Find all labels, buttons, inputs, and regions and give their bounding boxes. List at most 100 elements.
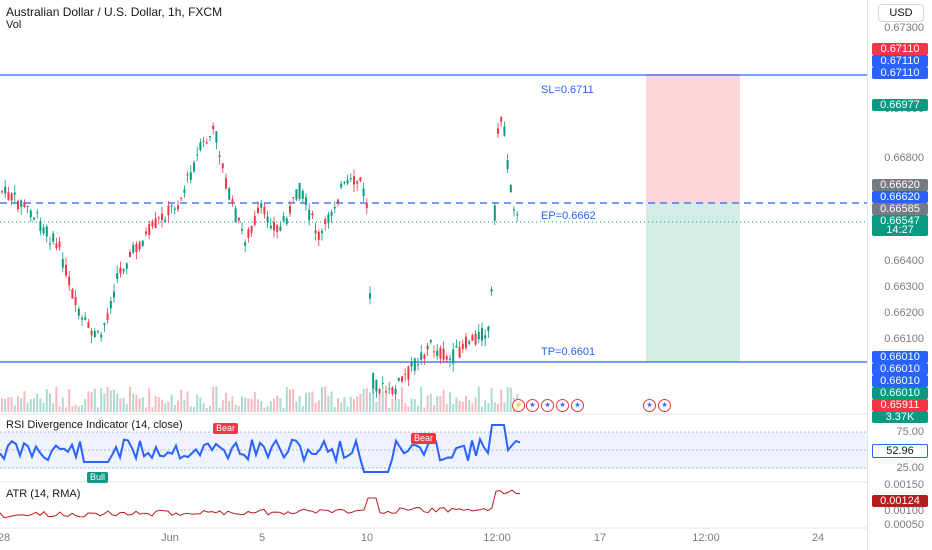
volume-bar bbox=[39, 398, 42, 412]
candle-body bbox=[340, 183, 343, 188]
candle-body bbox=[199, 142, 202, 151]
volume-bar bbox=[71, 406, 74, 412]
volume-bar bbox=[273, 398, 275, 412]
candle-body bbox=[487, 326, 490, 332]
volume-bar bbox=[439, 396, 442, 412]
volume-label[interactable]: Vol bbox=[6, 19, 22, 31]
candle-body bbox=[36, 212, 39, 214]
volume-bar bbox=[52, 403, 55, 412]
candle-body bbox=[145, 231, 147, 234]
candle-body bbox=[445, 356, 448, 360]
candle-body bbox=[381, 382, 384, 384]
us-flag-icon[interactable]: ★ bbox=[556, 399, 569, 412]
candle-body bbox=[455, 345, 458, 348]
volume-bar bbox=[343, 397, 346, 412]
candle-body bbox=[177, 205, 179, 210]
rsi-title[interactable]: RSI Divergence Indicator (14, close) bbox=[6, 419, 183, 431]
candle-body bbox=[1, 191, 3, 193]
candle-body bbox=[276, 225, 279, 232]
au-flag-icon[interactable]: ★ bbox=[541, 399, 554, 412]
candle-body bbox=[417, 364, 419, 366]
atr-line[interactable] bbox=[0, 489, 521, 519]
candle-body bbox=[250, 226, 253, 233]
candlesticks[interactable] bbox=[1, 116, 519, 401]
volume-bar bbox=[141, 397, 144, 412]
candle-body bbox=[122, 268, 125, 272]
candle-body bbox=[426, 345, 429, 350]
volume-bar bbox=[346, 406, 349, 412]
volume-bar bbox=[340, 402, 343, 412]
volume-bar bbox=[477, 386, 480, 412]
volume-bar bbox=[20, 398, 23, 412]
volume-bar bbox=[125, 404, 128, 412]
volume-bar bbox=[263, 407, 266, 412]
candle-body bbox=[10, 193, 13, 201]
us-flag-icon[interactable]: ★ bbox=[526, 399, 539, 412]
candle-body bbox=[247, 229, 250, 238]
volume-bar bbox=[285, 387, 288, 412]
take-profit-zone[interactable] bbox=[646, 203, 740, 362]
volume-bar bbox=[349, 396, 352, 412]
volume-bar bbox=[177, 400, 179, 412]
candle-body bbox=[477, 331, 480, 340]
us-flag-icon[interactable]: ★ bbox=[658, 399, 671, 412]
candle-body bbox=[337, 199, 339, 203]
candle-body bbox=[413, 358, 416, 371]
candle-body bbox=[481, 327, 483, 341]
volume-bar bbox=[330, 391, 333, 412]
candle-body bbox=[148, 224, 151, 235]
candle-body bbox=[183, 189, 186, 193]
candle-body bbox=[109, 300, 112, 309]
stop-loss-zone[interactable] bbox=[646, 74, 740, 203]
price-tag: 0.67110 bbox=[872, 55, 928, 67]
volume-bar bbox=[253, 391, 256, 412]
candle-body bbox=[471, 334, 474, 341]
volume-bar bbox=[106, 386, 109, 412]
candle-body bbox=[308, 209, 311, 221]
au-flag-icon[interactable]: ★ bbox=[643, 399, 656, 412]
candle-body bbox=[362, 188, 365, 196]
symbol-title[interactable]: Australian Dollar / U.S. Dollar, 1h, FXC… bbox=[6, 5, 223, 19]
volume-bar bbox=[369, 392, 371, 412]
volume-bar bbox=[241, 396, 243, 412]
candle-body bbox=[106, 313, 109, 320]
volume-bar bbox=[442, 389, 445, 412]
time-tick: 10 bbox=[360, 532, 374, 544]
price-tag: 0.66620 bbox=[872, 191, 928, 203]
candle-body bbox=[295, 189, 298, 200]
volume-bar bbox=[298, 395, 301, 412]
candle-body bbox=[58, 241, 61, 248]
candle-body bbox=[164, 219, 167, 222]
candle-body bbox=[301, 190, 304, 199]
candle-body bbox=[385, 391, 387, 393]
volume-bar bbox=[509, 387, 512, 412]
volume-bar bbox=[132, 393, 135, 412]
volume-bar bbox=[423, 407, 426, 412]
atr-title[interactable]: ATR (14, RMA) bbox=[6, 488, 81, 500]
volume-bar bbox=[490, 388, 493, 412]
candle-body bbox=[468, 341, 471, 344]
price-scale[interactable]: USD bbox=[867, 0, 932, 550]
volume-bar bbox=[148, 388, 151, 412]
volume-bar bbox=[154, 396, 157, 412]
candle-body bbox=[516, 214, 519, 216]
candle-body bbox=[292, 197, 295, 199]
price-chart-canvas[interactable] bbox=[0, 0, 868, 550]
time-tick: 12:00 bbox=[692, 532, 720, 544]
candle-body bbox=[500, 117, 503, 122]
us-flag-icon[interactable]: ★ bbox=[571, 399, 584, 412]
volume-bar bbox=[103, 393, 106, 412]
candle-body bbox=[503, 126, 506, 136]
candle-body bbox=[263, 206, 266, 215]
volume-bar bbox=[55, 386, 58, 412]
price-tag: 0.66010 bbox=[872, 351, 928, 363]
volume-bar bbox=[321, 387, 323, 412]
volume-bar bbox=[161, 399, 163, 412]
candle-body bbox=[129, 251, 131, 258]
event-flag-icon[interactable]: ⚡ bbox=[512, 399, 525, 412]
candle-body bbox=[266, 216, 269, 223]
candle-body bbox=[157, 217, 160, 219]
candle-body bbox=[125, 263, 128, 269]
currency-button[interactable]: USD bbox=[878, 4, 924, 22]
